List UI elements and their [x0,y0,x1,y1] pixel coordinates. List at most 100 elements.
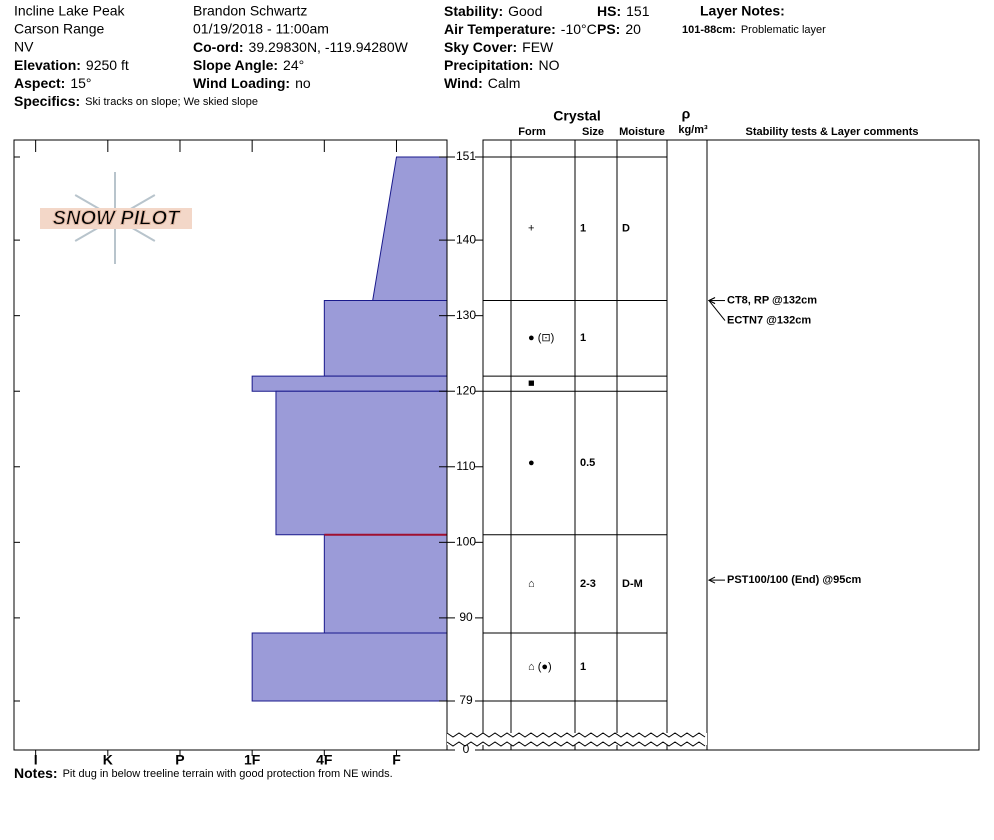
y-tick-label: 140 [456,232,476,246]
x-tick-label: 4F [316,752,333,768]
field-label: PS: [597,21,620,37]
field-label: 101-88cm: [682,24,736,36]
header-text: Layer Notes: [700,3,785,19]
hardness-layer [275,390,448,536]
header-text: Incline Lake Peak [14,3,126,19]
field-value: Calm [488,75,521,91]
field-label: Specifics: [14,93,80,109]
moisture: D [622,223,630,235]
header-field: Specifics: Ski tracks on slope; We skied … [14,93,258,109]
x-tick-label: 1F [244,752,261,768]
field-value: 39.29830N, -119.94280W [249,39,409,55]
header-text: NV [14,39,34,55]
stability-test: PST100/100 (End) @95cm [727,574,861,586]
y-tick-label: 100 [456,535,476,549]
y-tick-label: 130 [456,308,476,322]
y-tick-label: 120 [456,383,476,397]
hardness-layer [251,632,448,702]
field-label: Precipitation: [444,57,533,73]
grain-form: ● (⊡) [528,332,554,344]
header-field: PS: 20 [597,21,641,37]
field-label: Air Temperature: [444,21,556,37]
header-text: Brandon Schwartz [193,3,307,19]
test-arrow [708,300,726,321]
field-label: Notes: [14,765,58,781]
y-tick-label: 79 [459,693,473,707]
grain-size: 1 [580,661,586,673]
header-field: HS: 151 [597,3,650,19]
header-field: Elevation: 9250 ft [14,57,129,73]
header-field: Notes: Pit dug in below treeline terrain … [14,765,393,781]
header-text: 01/19/2018 - 11:00am [193,21,329,37]
field-value: 151 [626,3,650,19]
header-text: Carson Range [14,21,104,37]
header-field: Wind: Calm [444,75,520,91]
field-label: Stability: [444,3,503,19]
stability-test: CT8, RP @132cm [727,294,817,306]
axis-break [446,732,706,738]
field-value: Pit dug in below treeline terrain with g… [63,768,393,780]
arrow-head [707,297,716,305]
grain-form: ■ [528,378,535,390]
field-value: 20 [625,21,641,37]
column-header: Crystal [553,108,600,124]
table-frame [482,139,980,751]
header-field: Sky Cover: FEW [444,39,554,55]
field-value: FEW [522,39,554,55]
field-value: -10°C [561,21,597,37]
y-tick-label: 151 [456,149,476,163]
moisture: D-M [622,578,643,590]
grain-size: 1 [580,223,586,235]
field-value: 15° [70,75,91,91]
field-label: Slope Angle: [193,57,278,73]
header-field: Stability: Good [444,3,542,19]
column-header: Size [582,126,604,138]
header-field: Air Temperature: -10°C [444,21,597,37]
field-label: Aspect: [14,75,65,91]
field-value: Problematic layer [741,24,826,36]
arrow-head [707,576,716,584]
logo-band [40,208,192,229]
field-label: HS: [597,3,621,19]
grain-form: ⌂ [528,578,535,590]
field-label: Wind: [444,75,483,91]
header-field: Co-ord: 39.29830N, -119.94280W [193,39,409,55]
grain-size: 0.5 [580,457,595,469]
x-tick-label: P [175,752,184,768]
x-tick-label: F [392,752,401,768]
column-header: Stability tests & Layer comments [745,126,918,138]
stability-test: ECTN7 @132cm [727,314,811,326]
grain-form: + [528,223,534,235]
header-field: Slope Angle: 24° [193,57,304,73]
field-label: Elevation: [14,57,81,73]
field-value: 9250 ft [86,57,129,73]
header-field: 101-88cm: Problematic layer [682,24,826,36]
hardness-layer [323,534,448,634]
x-tick-label: I [34,752,38,768]
field-value: Good [508,3,542,19]
y-tick-label: 0 [463,742,470,756]
grain-size: 1 [580,332,586,344]
field-value: no [295,75,311,91]
column-header: kg/m³ [678,124,708,136]
header-field: Aspect: 15° [14,75,92,91]
field-value: NO [538,57,559,73]
field-value: 24° [283,57,304,73]
y-tick-label: 90 [459,610,473,624]
hardness-layer [251,375,448,392]
column-header: Form [518,126,546,138]
plot-frame [13,139,448,751]
grain-form: ⌂ (●) [528,661,552,673]
hardness-layer [323,300,448,377]
logo-text: SNOW PILOT [53,207,181,229]
y-tick-label: 110 [456,459,475,473]
x-tick-label: K [103,752,113,768]
axis-break [446,741,706,747]
field-label: Wind Loading: [193,75,290,91]
header-field: Precipitation: NO [444,57,560,73]
field-label: Co-ord: [193,39,244,55]
field-value: Ski tracks on slope; We skied slope [85,96,258,108]
grain-form: ● [528,457,535,469]
header-field: Wind Loading: no [193,75,311,91]
